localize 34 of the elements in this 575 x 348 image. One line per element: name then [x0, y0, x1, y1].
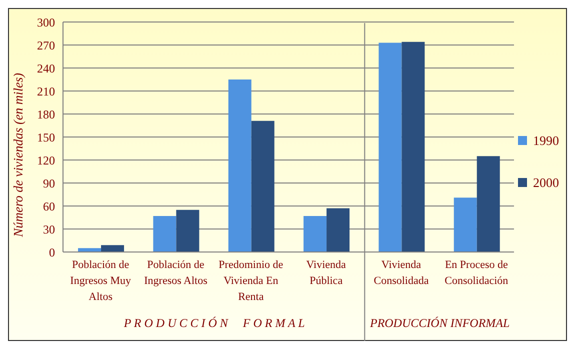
y-tick-label: 30	[43, 222, 55, 236]
y-axis-title: Número de viviendas (en miles)	[10, 72, 26, 238]
y-tick-label: 120	[37, 153, 55, 168]
bar	[228, 80, 252, 252]
bar	[402, 42, 425, 252]
x-tick-label: Población de Ingresos Muy Altos	[70, 259, 132, 303]
x-tick-label: En Proceso de Consolidación	[444, 259, 509, 287]
y-tick-label: 150	[37, 130, 55, 144]
y-tick-label: 60	[43, 199, 55, 214]
y-tick-label: 300	[37, 15, 55, 30]
x-tick-label: Vivienda Pública	[306, 259, 346, 287]
bar	[176, 210, 200, 252]
bar	[326, 208, 350, 252]
y-tick-label: 240	[37, 61, 55, 76]
text: PRODUCCIÓN INFORMAL	[368, 316, 510, 330]
bar	[101, 245, 124, 252]
bar	[78, 248, 102, 252]
y-tick-label: 270	[37, 38, 55, 52]
bar	[153, 216, 176, 252]
y-tick-label: 0	[49, 245, 55, 260]
bar	[304, 216, 327, 252]
legend-label: 1990	[532, 132, 560, 148]
bar	[476, 156, 500, 252]
x-tick-label: Población de Ingresos Altos	[144, 259, 208, 287]
bar	[378, 42, 402, 252]
x-tick-label: Predominio de Vivienda En Renta	[218, 259, 284, 303]
legend-label: 2000	[532, 174, 560, 190]
y-tick-label: 180	[37, 107, 55, 122]
y-tick-label: 90	[43, 176, 55, 190]
x-tick-label: Vivienda Consolidada	[374, 259, 429, 287]
bar	[454, 198, 477, 252]
y-tick-label: 210	[37, 84, 55, 98]
bar	[251, 120, 274, 252]
text: P R O D U C C I Ó N F O R M A L	[122, 316, 306, 330]
